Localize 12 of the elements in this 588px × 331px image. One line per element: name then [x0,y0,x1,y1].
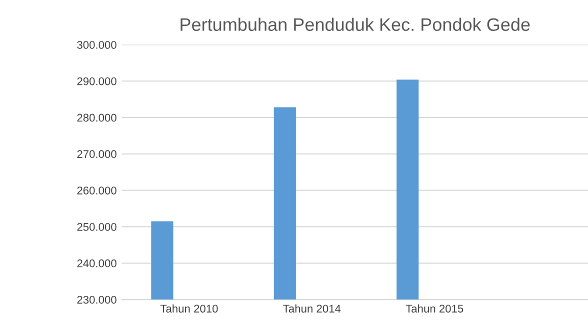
x-tick-label: Tahun 2010 [160,304,218,313]
y-tick-label: 250.000 [77,223,116,231]
x-tick-label: Tahun 2014 [283,304,341,313]
y-tick-label: 300.000 [77,40,116,49]
y-tick-label: 260.000 [77,186,116,194]
y-tick-label: 290.000 [77,77,116,86]
y-tick-label: 280.000 [77,114,116,122]
y-tick-label: 240.000 [77,259,116,268]
chart-title: Pertumbuhan Penduduk Kec. Pondok Gede [180,18,530,31]
y-tick-label: 270.000 [77,150,116,158]
x-tick-label: Tahun 2015 [406,304,464,313]
y-tick-label: 230.000 [77,296,116,304]
